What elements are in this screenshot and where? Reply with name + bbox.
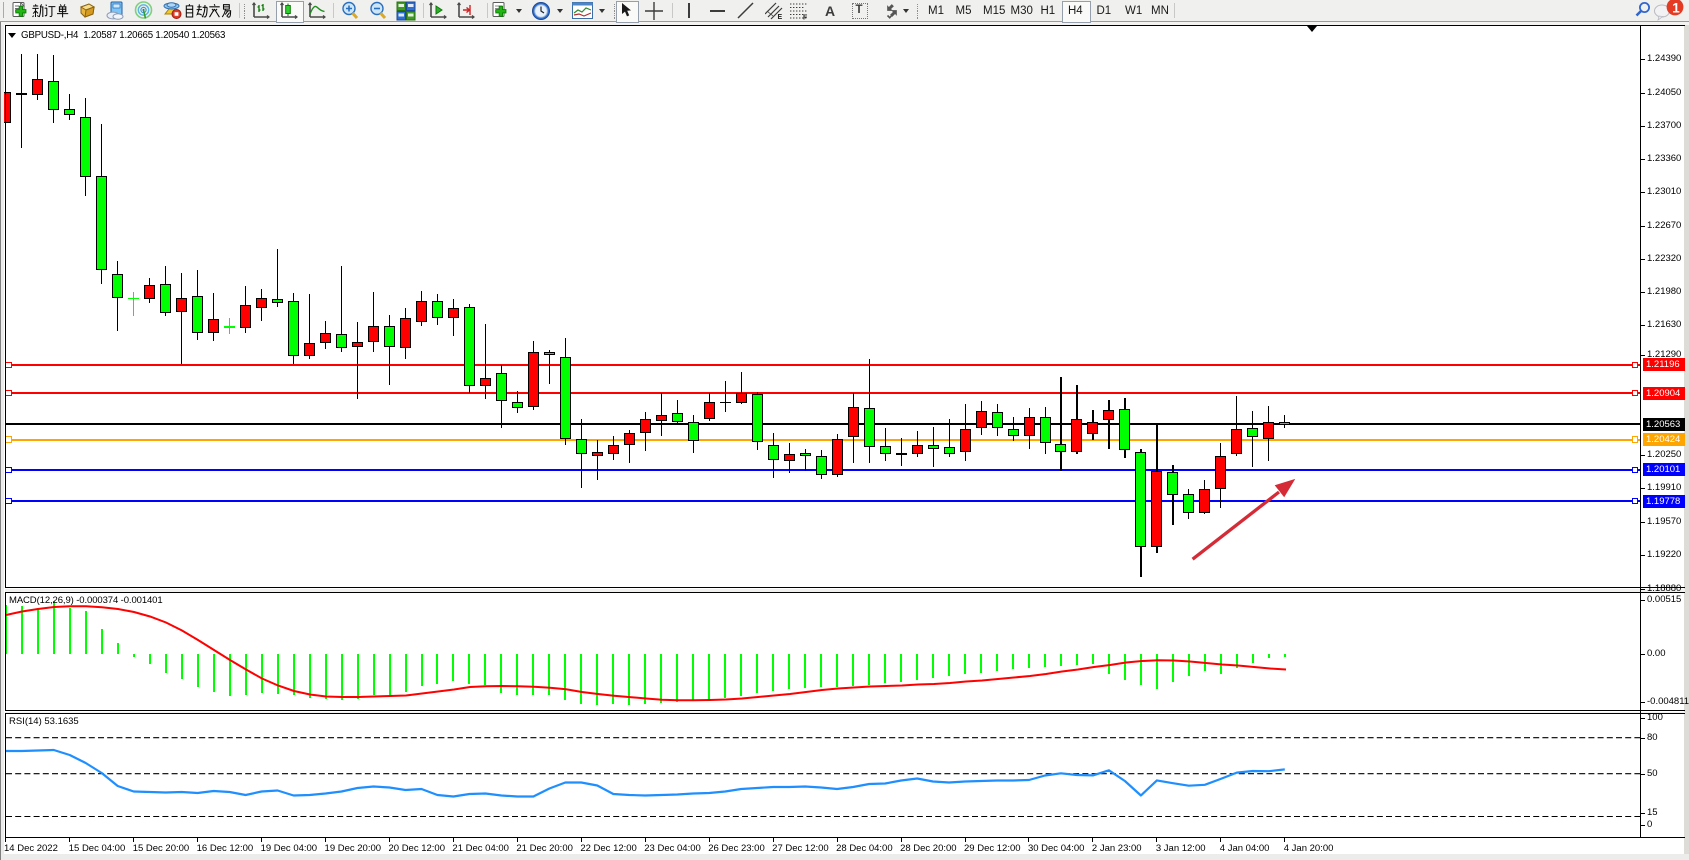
svg-text:1: 1 xyxy=(1672,1,1680,16)
svg-text:E: E xyxy=(778,14,783,20)
svg-text:F: F xyxy=(803,15,808,21)
